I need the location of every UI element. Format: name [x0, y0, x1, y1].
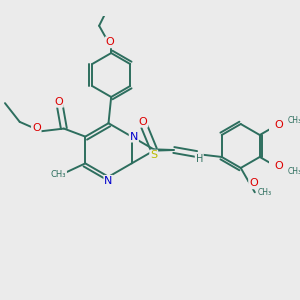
Text: CH₃: CH₃	[288, 116, 300, 125]
Text: H: H	[196, 154, 203, 164]
Text: O: O	[274, 161, 283, 171]
Text: O: O	[106, 38, 114, 47]
Text: CH₃: CH₃	[258, 188, 272, 197]
Text: O: O	[32, 123, 41, 133]
Text: O: O	[139, 117, 147, 127]
Text: CH₃: CH₃	[51, 169, 66, 178]
Text: O: O	[274, 121, 283, 130]
Text: N: N	[130, 132, 138, 142]
Text: CH₃: CH₃	[288, 167, 300, 176]
Text: O: O	[54, 97, 63, 107]
Text: S: S	[150, 151, 157, 160]
Text: N: N	[104, 176, 113, 186]
Text: O: O	[249, 178, 258, 188]
